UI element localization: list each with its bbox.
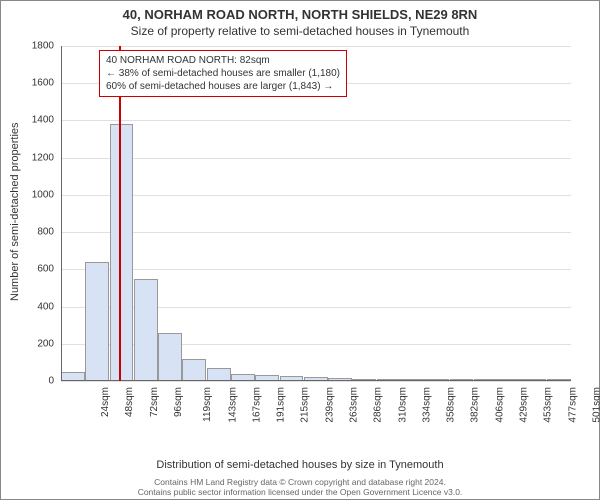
grid-line	[61, 232, 571, 233]
info-box-line-1: 40 NORHAM ROAD NORTH: 82sqm	[106, 54, 340, 67]
histogram-bar	[134, 279, 158, 381]
y-tick-label: 1600	[19, 78, 54, 89]
y-tick-label: 1000	[19, 189, 54, 200]
x-tick-label: 358sqm	[446, 387, 457, 423]
chart-footer: Contains HM Land Registry data © Crown c…	[1, 477, 599, 497]
x-tick-label: 477sqm	[567, 387, 578, 423]
grid-line	[61, 269, 571, 270]
x-tick-label: 406sqm	[494, 387, 505, 423]
x-tick-label: 429sqm	[519, 387, 530, 423]
chart-title-address: 40, NORHAM ROAD NORTH, NORTH SHIELDS, NE…	[1, 7, 599, 22]
x-tick-label: 24sqm	[100, 387, 111, 417]
y-axis-line	[61, 46, 62, 381]
histogram-bar	[158, 333, 182, 381]
grid-line	[61, 195, 571, 196]
chart-title-description: Size of property relative to semi-detach…	[1, 24, 599, 38]
histogram-bar	[85, 262, 109, 381]
x-tick-label: 501sqm	[591, 387, 600, 423]
x-tick-label: 48sqm	[124, 387, 135, 417]
y-tick-label: 200	[19, 338, 54, 349]
x-tick-label: 143sqm	[227, 387, 238, 423]
x-tick-label: 310sqm	[397, 387, 408, 423]
grid-line	[61, 120, 571, 121]
x-tick-label: 167sqm	[251, 387, 262, 423]
info-box: 40 NORHAM ROAD NORTH: 82sqm← 38% of semi…	[99, 50, 347, 97]
x-tick-label: 191sqm	[276, 387, 287, 423]
x-axis-label: Distribution of semi-detached houses by …	[1, 459, 599, 471]
x-tick-label: 334sqm	[421, 387, 432, 423]
x-tick-label: 382sqm	[470, 387, 481, 423]
x-tick-label: 72sqm	[149, 387, 160, 417]
x-axis-line	[61, 380, 571, 381]
footer-line-2: Contains public sector information licen…	[1, 487, 599, 497]
info-box-line-3: 60% of semi-detached houses are larger (…	[106, 80, 340, 93]
footer-line-1: Contains HM Land Registry data © Crown c…	[1, 477, 599, 487]
y-tick-label: 1200	[19, 152, 54, 163]
x-tick-label: 263sqm	[349, 387, 360, 423]
plot-area: 40 NORHAM ROAD NORTH: 82sqm← 38% of semi…	[61, 46, 571, 381]
grid-line	[61, 381, 571, 382]
x-tick-label: 119sqm	[202, 387, 213, 422]
y-tick-label: 600	[19, 264, 54, 275]
x-tick-label: 239sqm	[324, 387, 335, 423]
y-tick-label: 400	[19, 301, 54, 312]
y-tick-label: 0	[19, 376, 54, 387]
info-box-line-2: ← 38% of semi-detached houses are smalle…	[106, 67, 340, 80]
y-tick-label: 800	[19, 227, 54, 238]
grid-line	[61, 46, 571, 47]
x-tick-label: 215sqm	[300, 387, 311, 423]
y-tick-label: 1800	[19, 41, 54, 52]
x-tick-label: 453sqm	[543, 387, 554, 423]
grid-line	[61, 158, 571, 159]
histogram-bar	[110, 124, 134, 381]
y-tick-label: 1400	[19, 115, 54, 126]
x-tick-label: 96sqm	[173, 387, 184, 417]
histogram-bar	[182, 359, 206, 381]
x-tick-label: 286sqm	[373, 387, 384, 423]
chart-container: 40, NORHAM ROAD NORTH, NORTH SHIELDS, NE…	[0, 0, 600, 500]
